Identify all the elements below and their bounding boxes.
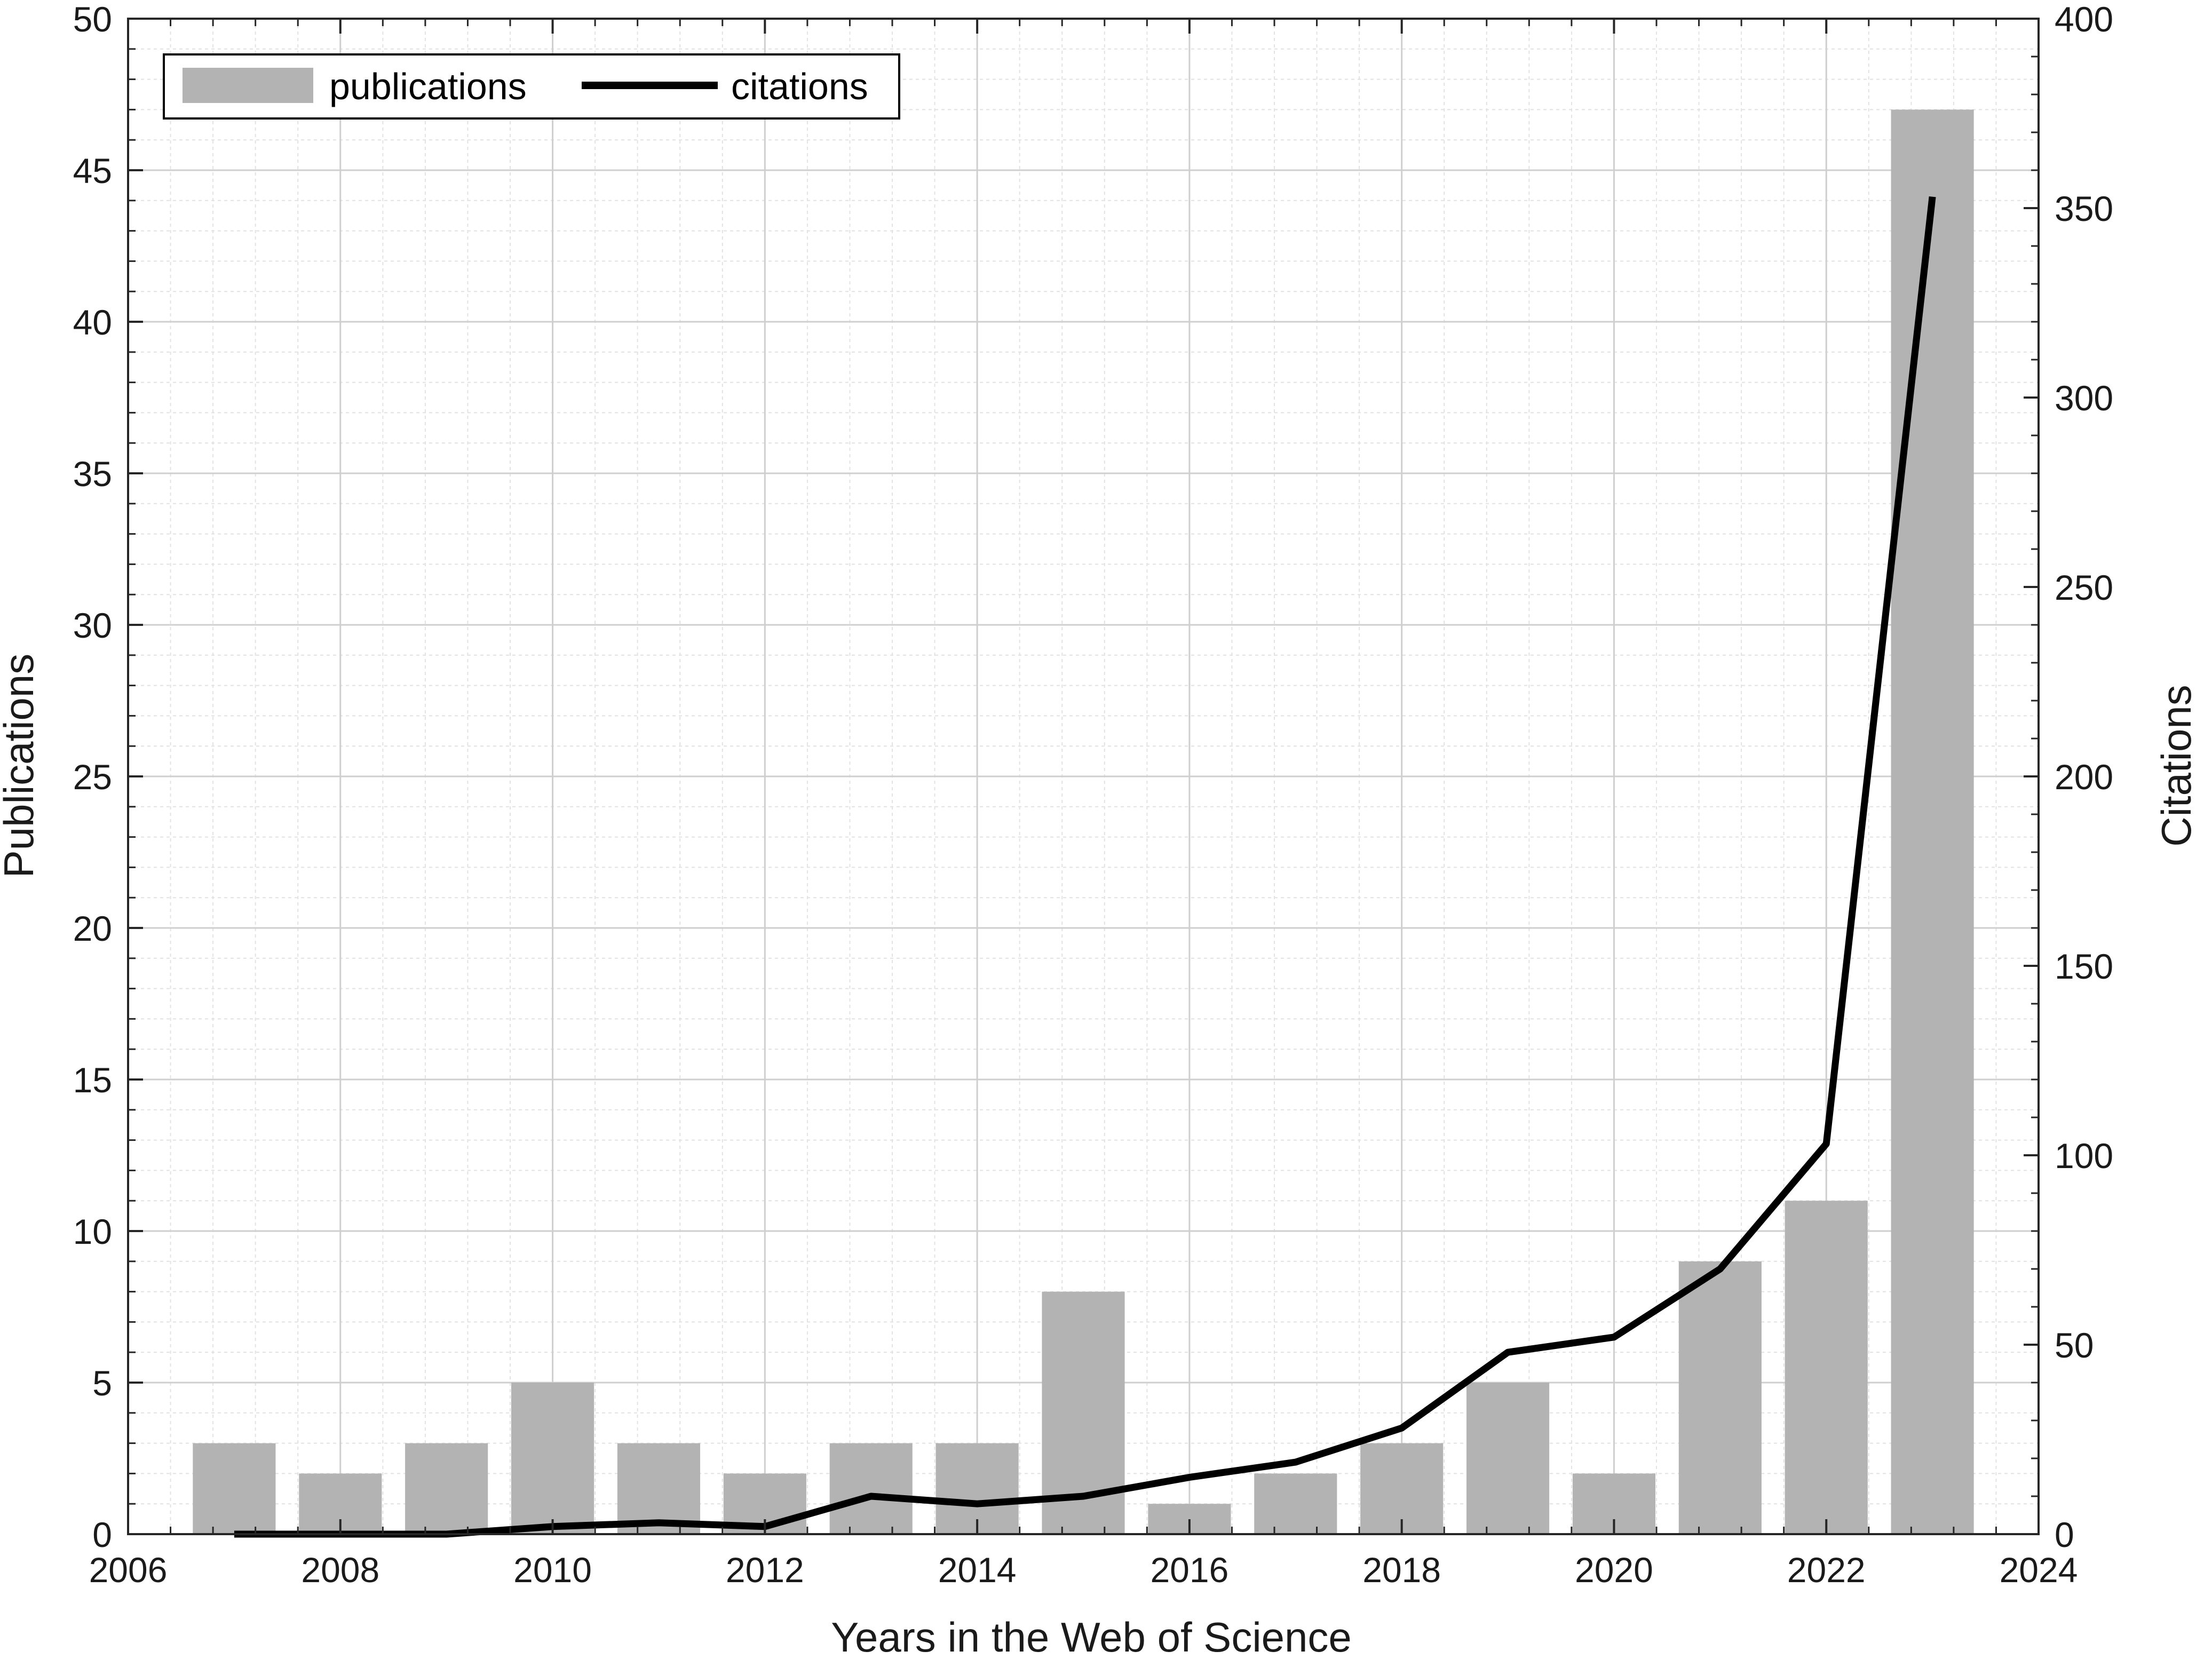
- right-axis-ticks: 0 50 100 150 200 250 300 350 400: [2024, 0, 2113, 1554]
- right-tick-label: 50: [2055, 1325, 2094, 1365]
- bottom-axis-ticks: 2006 2008 2010 2012 2014 2016 2018 2020 2022 2024: [89, 19, 2078, 1590]
- bottom-tick-label: 2024: [2000, 1550, 2078, 1590]
- bottom-tick-label: 2020: [1575, 1550, 1653, 1590]
- left-tick-label: 5: [92, 1363, 112, 1403]
- left-tick-label: 0: [92, 1515, 112, 1554]
- right-tick-label: 200: [2055, 757, 2113, 797]
- left-tick-label: 45: [73, 151, 112, 190]
- right-tick-label: 400: [2055, 0, 2113, 39]
- right-tick-label: 300: [2055, 378, 2113, 418]
- bar-publications-2018: [1360, 1443, 1444, 1534]
- citations-line: [234, 196, 1936, 1538]
- left-tick-label: 15: [73, 1060, 112, 1100]
- bar-publications-2019: [1466, 1383, 1550, 1534]
- left-tick-label: 50: [73, 0, 112, 39]
- bar-publications-2023: [1891, 109, 1974, 1535]
- left-tick-label: 40: [73, 303, 112, 342]
- right-tick-label: 350: [2055, 189, 2113, 228]
- bar-publications-2010: [511, 1383, 594, 1534]
- bottom-tick-label: 2016: [1150, 1550, 1228, 1590]
- left-tick-label: 25: [73, 757, 112, 797]
- bar-publications-2017: [1254, 1473, 1337, 1534]
- left-tick-label: 10: [73, 1212, 112, 1251]
- right-tick-label: 0: [2055, 1515, 2074, 1554]
- bottom-tick-label: 2006: [89, 1550, 168, 1590]
- right-tick-label: 250: [2055, 568, 2113, 607]
- bar-publications-2009: [405, 1443, 488, 1534]
- y-axis-title: Publications: [0, 654, 42, 878]
- bottom-tick-label: 2008: [301, 1550, 379, 1590]
- bar-publications-2021: [1678, 1261, 1762, 1534]
- bar-publications-2014: [935, 1443, 1019, 1534]
- citations-line-group: [234, 196, 1936, 1538]
- x-axis-title: Years in the Web of Science: [831, 1614, 1352, 1659]
- legend-swatch-publications: [183, 68, 313, 103]
- bar-publications-2013: [829, 1443, 913, 1534]
- legend-label-publications: publications: [329, 66, 527, 107]
- right-tick-label: 100: [2055, 1136, 2113, 1176]
- left-tick-label: 30: [73, 606, 112, 645]
- bottom-tick-label: 2018: [1362, 1550, 1441, 1590]
- y2-axis-title: Citations: [2153, 685, 2200, 846]
- publications-bars: [193, 109, 1974, 1535]
- legend-label-citations: citations: [731, 66, 868, 107]
- bar-publications-2022: [1785, 1201, 1868, 1534]
- bottom-tick-label: 2012: [726, 1550, 804, 1590]
- left-tick-label: 35: [73, 454, 112, 494]
- bottom-tick-label: 2022: [1787, 1550, 1866, 1590]
- bottom-tick-label: 2014: [938, 1550, 1017, 1590]
- bottom-tick-label: 2010: [513, 1550, 592, 1590]
- legend: publications citations: [163, 53, 900, 120]
- left-axis-ticks: 0 5 10 15 20 25 30 35 40 45 50: [73, 0, 143, 1554]
- bar-publications-2011: [617, 1443, 701, 1534]
- bar-publications-2007: [193, 1443, 276, 1534]
- left-tick-label: 20: [73, 909, 112, 948]
- right-tick-label: 150: [2055, 947, 2113, 986]
